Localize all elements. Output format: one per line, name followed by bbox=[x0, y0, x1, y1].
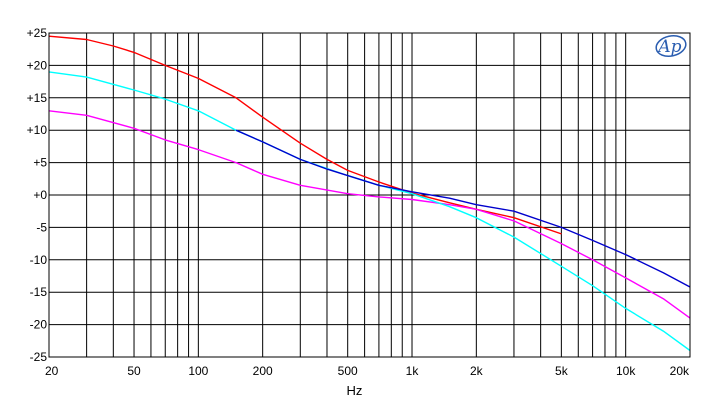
x-tick-label: 50 bbox=[127, 364, 141, 378]
series-lines bbox=[48, 35, 691, 352]
y-tick-label: -25 bbox=[30, 350, 48, 364]
y-tick-label: +15 bbox=[27, 91, 48, 105]
x-tick-label: 200 bbox=[253, 364, 273, 378]
x-tick-label: 5k bbox=[555, 364, 569, 378]
x-tick-labels: 20 50 100 200 500 1k 2k 5k 10k 20k bbox=[45, 364, 690, 378]
x-tick-label: 500 bbox=[338, 364, 358, 378]
y-tick-label: -10 bbox=[30, 253, 48, 267]
y-tick-label: +5 bbox=[33, 156, 47, 170]
x-tick-label: 20k bbox=[670, 364, 690, 378]
y-tick-label: +10 bbox=[27, 123, 48, 137]
x-tick-label: 10k bbox=[616, 364, 636, 378]
series-line-3 bbox=[48, 110, 477, 210]
y-tick-label: -15 bbox=[30, 285, 48, 299]
y-tick-labels: +25 +20 +15 +10 +5 +0 -5 -10 -15 -20 -25 bbox=[27, 26, 48, 364]
series-line-5 bbox=[235, 129, 691, 288]
x-tick-label: 20 bbox=[45, 364, 59, 378]
x-axis-title: Hz bbox=[347, 383, 363, 398]
y-tick-label: +0 bbox=[33, 188, 47, 202]
series-line-1 bbox=[48, 35, 562, 235]
y-tick-label: +25 bbox=[27, 26, 48, 40]
x-tick-label: 100 bbox=[188, 364, 208, 378]
y-tick-label: -5 bbox=[36, 220, 47, 234]
ap-logo-icon: Ap bbox=[655, 34, 687, 58]
grid-lines bbox=[48, 32, 691, 358]
ap-logo-ring bbox=[655, 34, 687, 58]
series-line-2 bbox=[476, 208, 691, 319]
x-tick-label: 1k bbox=[406, 364, 420, 378]
ap-logo-text: Ap bbox=[656, 37, 681, 57]
y-tick-label: -20 bbox=[30, 318, 48, 332]
x-tick-label: 2k bbox=[470, 364, 484, 378]
y-tick-label: +20 bbox=[27, 58, 48, 72]
plot-frame bbox=[48, 32, 691, 358]
